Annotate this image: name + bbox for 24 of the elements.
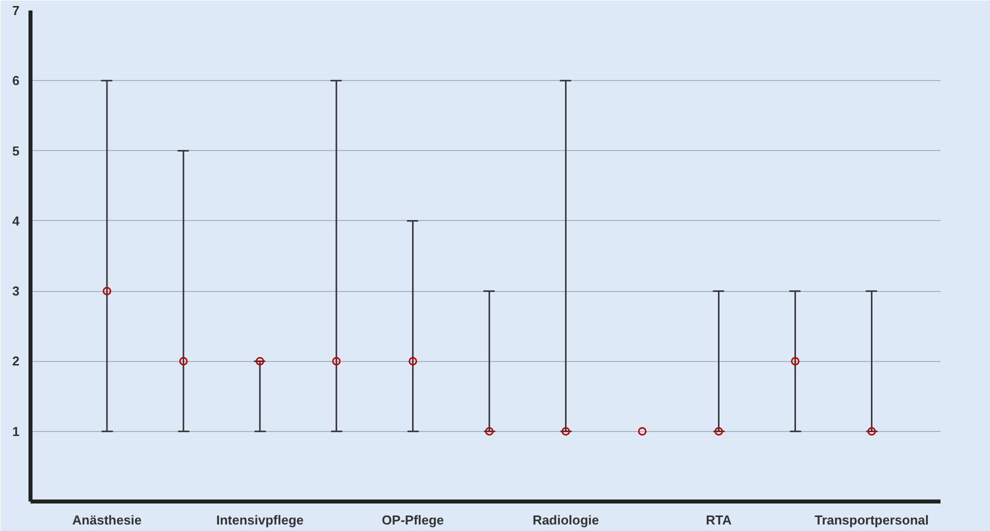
y-tick-label: 6 — [12, 73, 20, 88]
point — [179, 356, 188, 366]
point — [867, 427, 876, 436]
x-tick-label: Transportpersonal — [814, 512, 929, 528]
y-tick-label: 7 — [12, 3, 20, 18]
point — [638, 427, 647, 436]
x-tick-label: RTA — [706, 512, 732, 528]
point — [562, 427, 570, 436]
point — [332, 356, 341, 366]
y-tick-label: 4 — [12, 213, 20, 228]
y-tick-label: 3 — [12, 284, 20, 299]
x-tick-label: Anästhesie — [72, 512, 142, 528]
point — [485, 427, 494, 436]
point — [256, 356, 264, 366]
x-tick-label: Intensivpflege — [216, 512, 304, 528]
point — [714, 427, 723, 436]
y-tick-label: 5 — [12, 143, 20, 158]
point — [408, 356, 418, 366]
y-tick-label: 2 — [12, 354, 20, 369]
x-tick-label: Radiologie — [532, 512, 600, 528]
y-tick-label: 1 — [12, 424, 20, 439]
x-tick-label: OP-Pflege — [382, 512, 444, 528]
point — [102, 286, 112, 296]
point — [790, 356, 800, 366]
